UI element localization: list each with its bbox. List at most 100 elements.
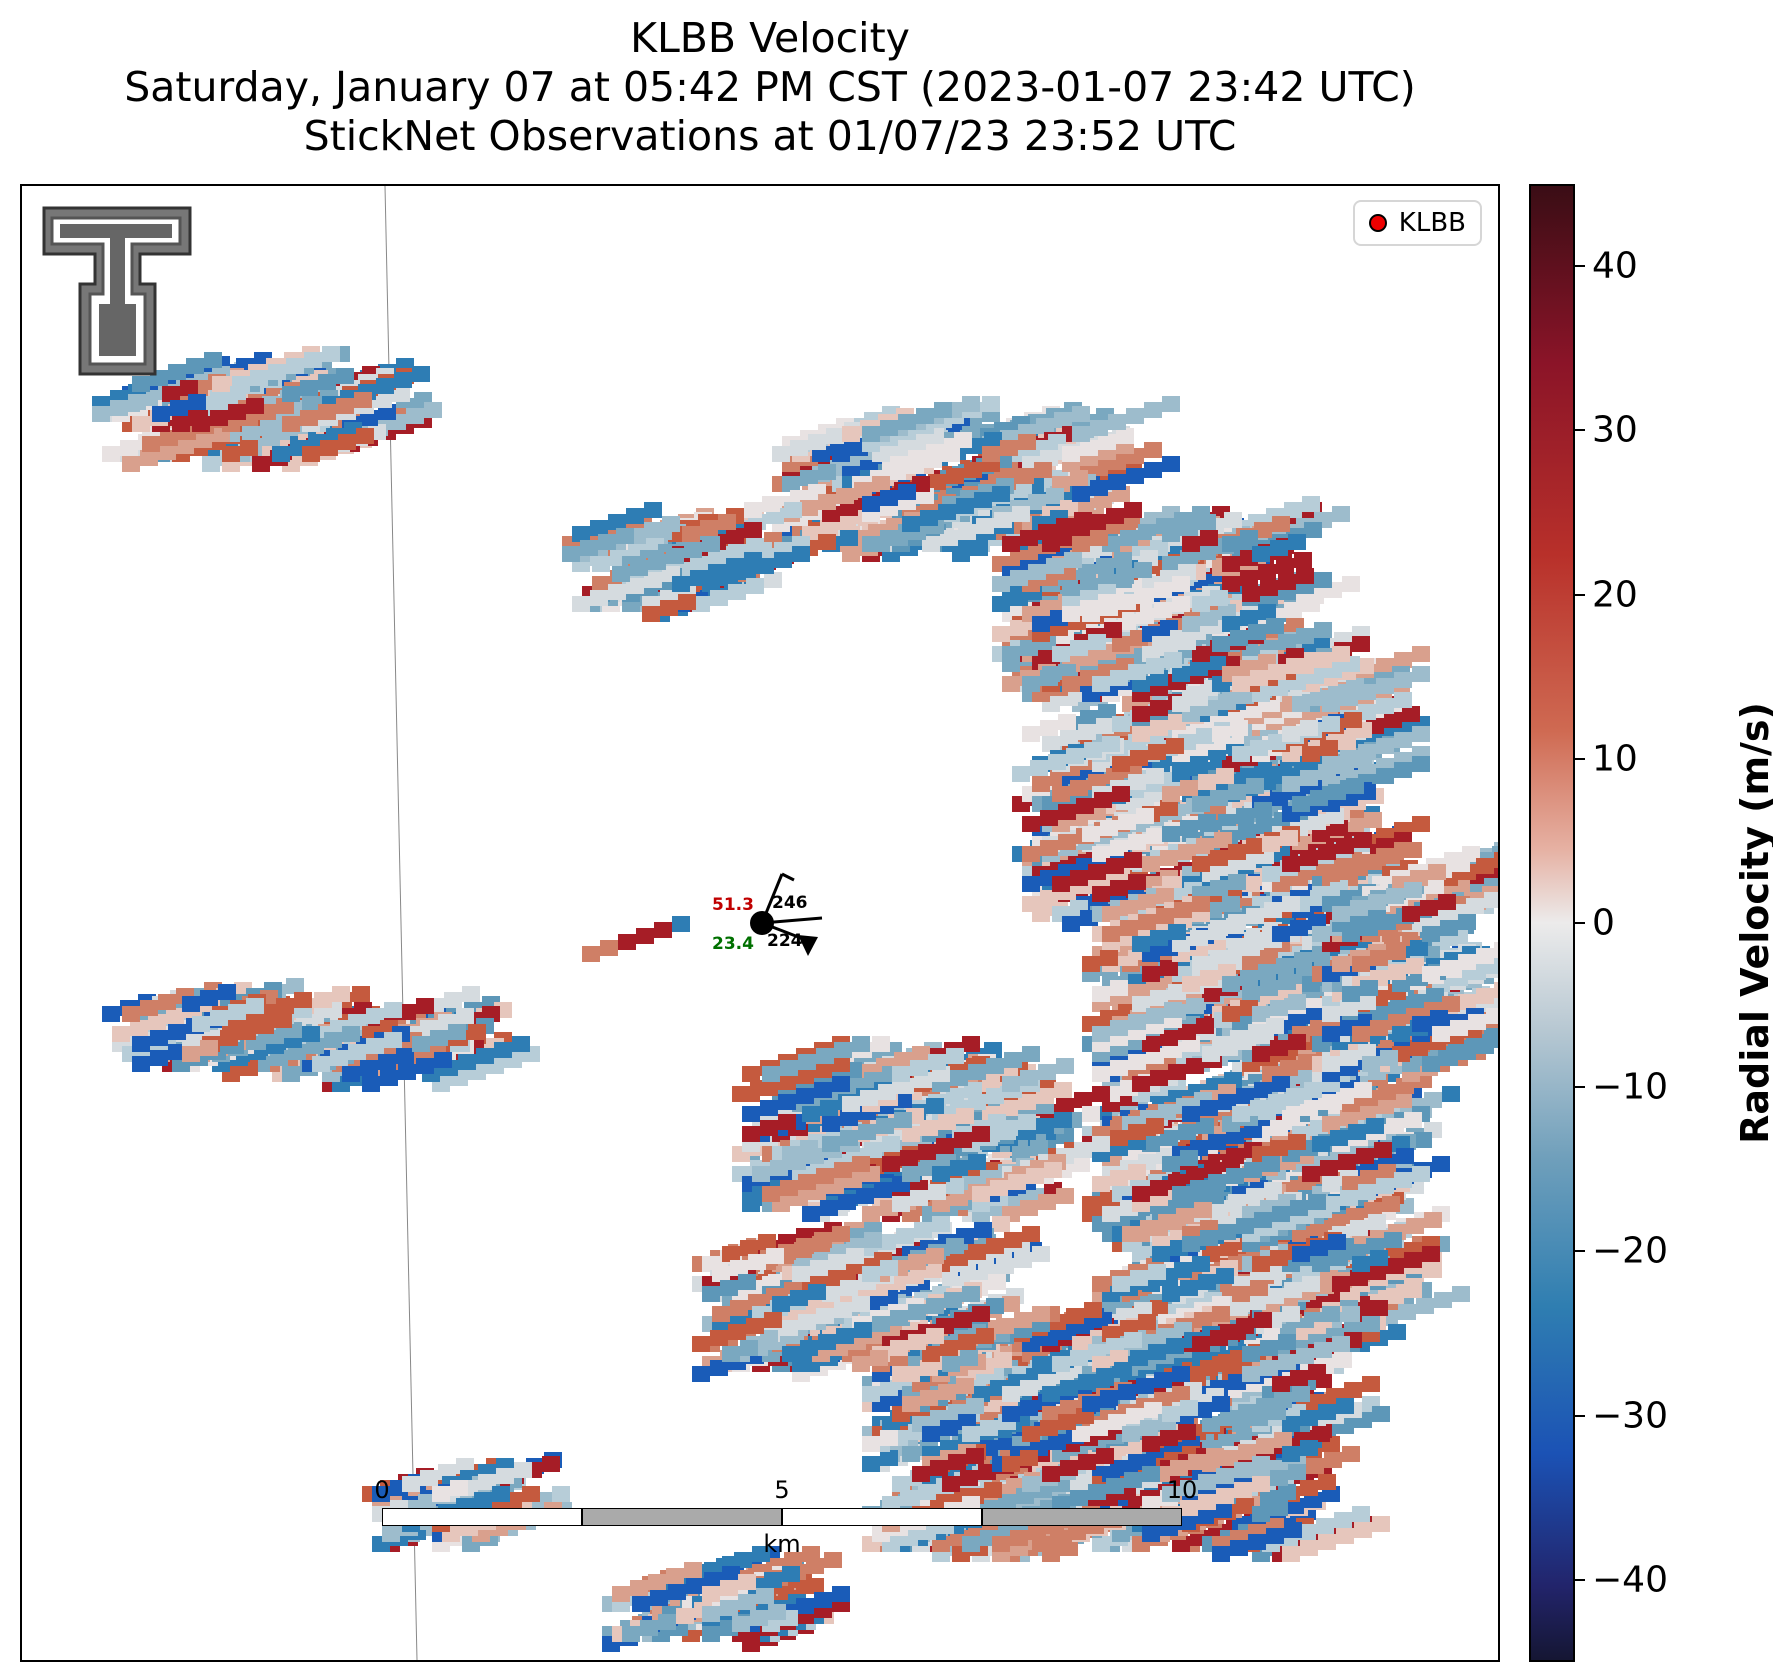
velocity-pixel <box>1318 844 1336 860</box>
velocity-pixel <box>582 946 600 962</box>
velocity-pixel <box>1412 646 1430 662</box>
velocity-pixel <box>1112 756 1130 772</box>
velocity-pixel <box>128 394 146 410</box>
velocity-pixel <box>1322 696 1340 712</box>
velocity-pixel <box>1058 804 1076 820</box>
velocity-pixel <box>282 386 300 402</box>
velocity-pixel <box>1394 732 1412 748</box>
velocity-pixel <box>168 364 186 380</box>
velocity-pixel <box>1412 726 1430 742</box>
velocity-pixel <box>434 1052 452 1068</box>
velocity-pixel <box>318 374 336 390</box>
velocity-pixel <box>158 444 176 460</box>
velocity-pixel <box>1070 780 1088 796</box>
velocity-pixel <box>1138 894 1156 910</box>
velocity-pixel <box>1088 864 1106 880</box>
velocity-pixel <box>1110 1170 1128 1186</box>
velocity-pixel <box>342 1066 360 1082</box>
velocity-pixel <box>430 1030 448 1046</box>
velocity-pixel <box>1376 658 1394 674</box>
velocity-pixel <box>300 380 318 396</box>
velocity-pixel <box>172 416 190 432</box>
velocity-pixel <box>1040 720 1058 736</box>
velocity-pixel <box>1128 774 1146 790</box>
velocity-pixel <box>1192 1256 1210 1272</box>
velocity-pixel <box>318 404 336 420</box>
velocity-pixel <box>1112 716 1130 732</box>
velocity-pixel <box>102 446 120 462</box>
velocity-pixel <box>1082 826 1100 842</box>
velocity-pixel <box>1238 824 1256 840</box>
velocity-pixel <box>1210 790 1228 806</box>
velocity-pixel <box>1308 814 1326 830</box>
velocity-pixel <box>1078 724 1096 740</box>
velocity-pixel <box>1120 900 1138 916</box>
velocity-pixel <box>1404 1282 1422 1298</box>
velocity-pixel <box>142 436 160 452</box>
velocity-pixel <box>252 456 270 472</box>
velocity-pixel <box>1030 760 1048 776</box>
velocity-pixel <box>424 402 442 418</box>
velocity-pixel <box>1442 1086 1460 1102</box>
velocity-pixel <box>1124 852 1142 868</box>
velocity-pixel <box>286 358 304 374</box>
velocity-pixel <box>300 410 318 426</box>
radar-map[interactable]: KLBB 51.3 23.4 246 224 0 5 10 km <box>20 184 1500 1662</box>
velocity-pixel <box>1228 874 1246 890</box>
velocity-pixel <box>1180 780 1198 796</box>
velocity-pixel <box>1232 746 1250 762</box>
velocity-pixel <box>352 986 370 1002</box>
velocity-pixel <box>1076 798 1094 814</box>
velocity-pixel <box>342 1026 360 1042</box>
velocity-pixel <box>672 916 690 932</box>
velocity-pixel <box>1282 856 1300 872</box>
velocity-pixel <box>1162 826 1180 842</box>
velocity-pixel <box>242 426 260 442</box>
velocity-pixel <box>1262 836 1280 852</box>
velocity-pixel <box>1280 830 1298 846</box>
velocity-pixel <box>1080 710 1098 726</box>
velocity-pixel <box>448 1024 466 1040</box>
velocity-pixel <box>1180 820 1198 836</box>
velocity-pixel <box>1354 752 1372 768</box>
velocity-pixel <box>468 1024 486 1040</box>
velocity-pixel <box>600 940 618 956</box>
velocity-pixel <box>1424 1092 1442 1108</box>
velocity-pixel <box>494 1042 512 1058</box>
velocity-pixel <box>92 406 110 422</box>
velocity-pixel <box>398 1064 416 1080</box>
velocity-pixel <box>1040 890 1058 906</box>
velocity-pixel <box>1246 778 1264 794</box>
velocity-pixel <box>1022 896 1040 912</box>
velocity-pixel <box>384 1032 402 1048</box>
velocity-pixel <box>186 358 204 374</box>
velocity-pixel <box>140 450 158 466</box>
velocity-pixel <box>1162 1156 1180 1172</box>
velocity-pixel <box>380 1070 398 1086</box>
velocity-pixel <box>312 1056 330 1072</box>
velocity-pixel <box>122 456 140 472</box>
velocity-pixel <box>1130 750 1148 766</box>
velocity-pixel <box>1210 880 1228 896</box>
velocity-pixel <box>1118 814 1136 830</box>
velocity-pixel <box>1272 926 1290 942</box>
velocity-pixel <box>1128 834 1146 850</box>
velocity-pixel <box>374 392 392 408</box>
velocity-pixel <box>1092 886 1110 902</box>
velocity-pixel <box>360 1060 378 1076</box>
velocity-pixel <box>1406 1218 1424 1234</box>
velocity-pixel <box>476 1048 494 1064</box>
velocity-pixel <box>1160 960 1178 976</box>
velocity-pixel <box>336 368 354 384</box>
velocity-pixel <box>324 1032 342 1048</box>
velocity-pixel <box>1412 756 1430 772</box>
velocity-pixel <box>376 378 394 394</box>
velocity-pixel <box>1066 748 1084 764</box>
velocity-pixel <box>1218 694 1236 710</box>
velocity-pixel <box>338 434 356 450</box>
velocity-pixel <box>444 992 462 1008</box>
velocity-pixel <box>1216 768 1234 784</box>
velocity-pixel <box>1230 720 1248 736</box>
velocity-pixel <box>354 392 372 408</box>
velocity-pixel <box>1300 720 1318 736</box>
